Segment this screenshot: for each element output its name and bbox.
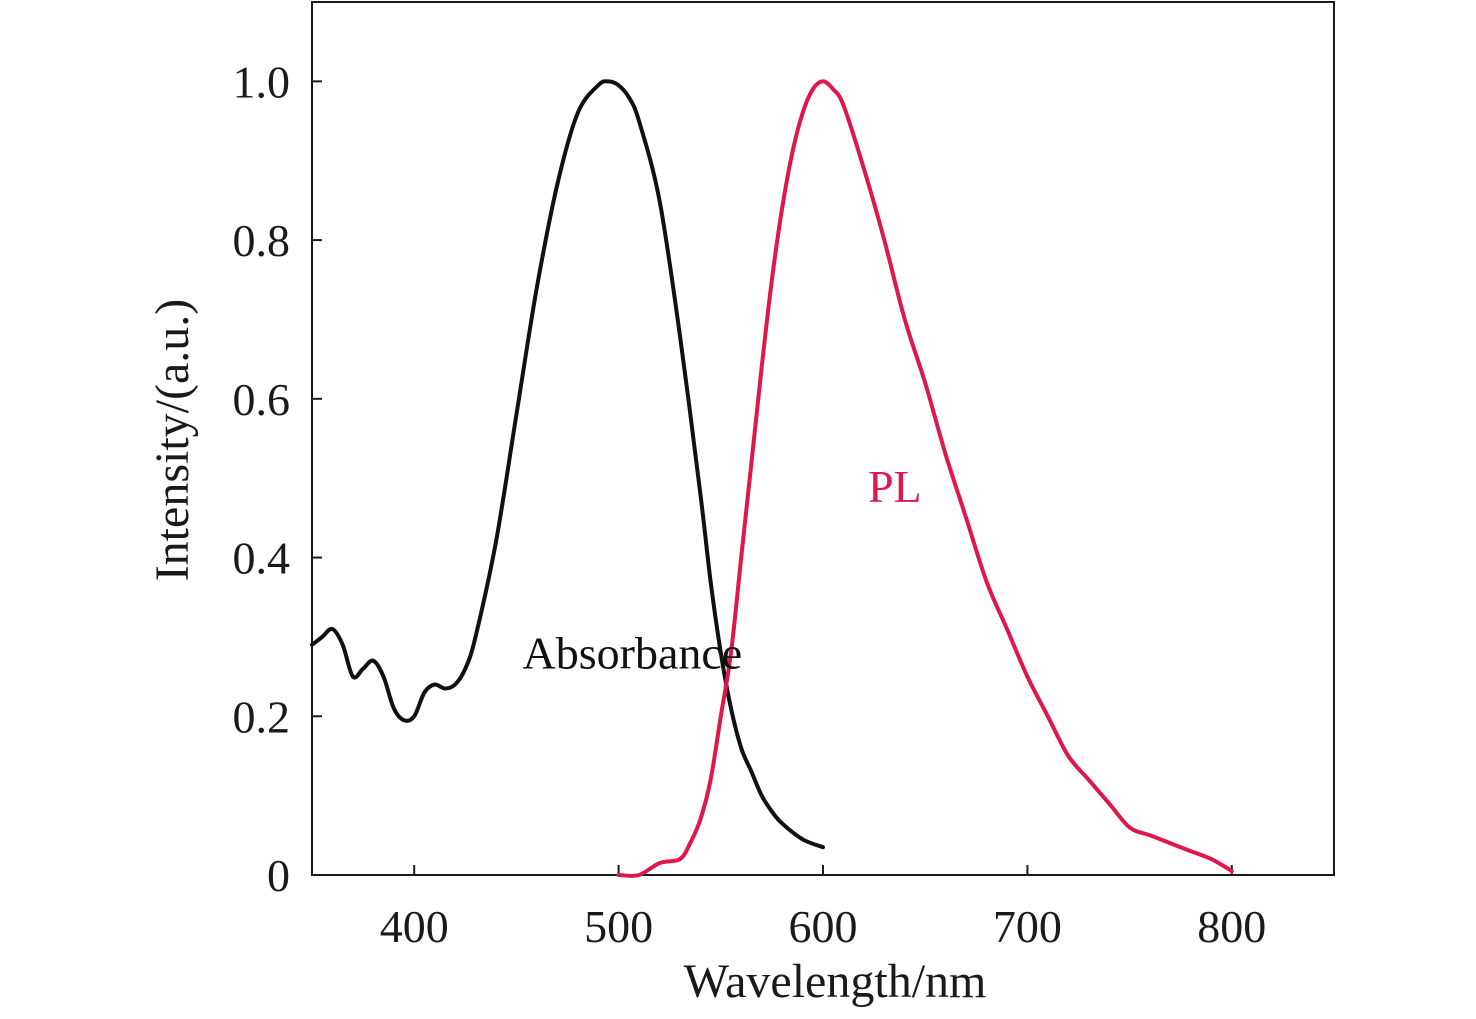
data-point-absorbance	[392, 706, 396, 711]
data-point-pl	[770, 278, 774, 282]
data-point-pl	[790, 151, 795, 155]
data-point-pl	[749, 460, 754, 465]
data-point-absorbance	[575, 111, 580, 115]
data-point-pl	[637, 873, 641, 877]
data-point-absorbance	[780, 821, 784, 826]
data-point-pl	[698, 817, 703, 822]
data-point-pl	[964, 516, 968, 520]
data-point-pl	[729, 651, 733, 655]
data-point-pl	[1086, 778, 1091, 782]
series-label-pl: PL	[868, 461, 922, 512]
x-tick-label: 500	[584, 901, 653, 952]
y-tick-label: 0	[267, 850, 290, 901]
data-point-absorbance	[800, 837, 805, 842]
y-tick-label: 0.4	[233, 533, 291, 584]
data-point-pl	[708, 778, 713, 782]
data-point-pl	[831, 87, 835, 92]
data-point-pl	[616, 873, 621, 877]
data-point-pl	[800, 111, 805, 115]
data-point-absorbance	[443, 686, 447, 691]
data-point-pl	[821, 79, 825, 84]
data-point-pl	[1209, 857, 1214, 861]
data-point-absorbance	[310, 643, 314, 647]
data-point-absorbance	[729, 706, 733, 711]
x-tick-label: 400	[380, 901, 449, 952]
data-point-pl	[719, 714, 723, 719]
data-point-absorbance	[678, 333, 682, 338]
x-tick-label: 700	[993, 901, 1062, 952]
data-point-pl	[1107, 801, 1111, 806]
data-point-absorbance	[432, 682, 437, 687]
series-label-absorbance: Absorbance	[523, 628, 743, 679]
data-point-pl	[1066, 754, 1071, 758]
series-line-absorbance	[310, 79, 825, 850]
data-point-absorbance	[759, 793, 764, 798]
data-point-absorbance	[555, 182, 560, 187]
data-point-pl	[657, 861, 662, 865]
data-point-pl	[984, 579, 989, 584]
data-point-absorbance	[514, 412, 519, 417]
data-point-pl	[1189, 849, 1193, 853]
data-point-absorbance	[381, 674, 386, 679]
data-point-pl	[882, 238, 887, 242]
y-tick-label: 1.0	[233, 56, 291, 107]
data-point-absorbance	[739, 746, 743, 750]
data-point-absorbance	[535, 285, 539, 290]
data-point-pl	[903, 317, 907, 322]
data-point-pl	[1005, 627, 1009, 631]
data-point-absorbance	[719, 651, 723, 655]
data-point-pl	[1148, 833, 1152, 838]
y-tick-label: 0.6	[233, 374, 291, 425]
data-point-pl	[1168, 841, 1173, 846]
data-point-absorbance	[453, 682, 457, 687]
data-point-absorbance	[371, 658, 376, 663]
data-point-absorbance	[596, 83, 600, 88]
y-tick-label: 0.2	[233, 691, 291, 742]
y-axis-title: Intensity/(a.u.)	[146, 299, 199, 582]
data-point-absorbance	[770, 809, 774, 814]
data-point-absorbance	[412, 714, 417, 719]
y-tick-label: 0.8	[233, 215, 291, 266]
data-point-pl	[1127, 825, 1132, 830]
data-point-absorbance	[637, 119, 641, 123]
data-point-absorbance	[402, 718, 406, 722]
data-point-pl	[759, 365, 764, 369]
data-point-pl	[862, 166, 866, 171]
data-point-absorbance	[320, 635, 325, 639]
x-axis-title: Wavelength/nm	[684, 955, 987, 1008]
data-point-absorbance	[361, 666, 365, 671]
data-point-pl	[688, 841, 692, 846]
data-point-absorbance	[708, 579, 713, 584]
x-tick-label: 600	[789, 901, 858, 952]
data-point-absorbance	[698, 492, 703, 496]
data-point-pl	[923, 381, 927, 385]
data-point-absorbance	[657, 198, 662, 203]
data-point-pl	[678, 857, 682, 861]
data-point-absorbance	[473, 635, 478, 639]
data-point-absorbance	[627, 95, 631, 99]
data-point-absorbance	[330, 627, 335, 631]
data-point-absorbance	[616, 83, 621, 88]
data-point-absorbance	[340, 643, 345, 647]
data-point-pl	[1230, 869, 1234, 873]
series-line-pl	[616, 79, 1234, 878]
data-point-pl	[811, 87, 815, 92]
data-point-absorbance	[821, 845, 825, 849]
data-point-pl	[1025, 674, 1030, 679]
data-point-pl	[841, 103, 846, 107]
x-tick-label: 800	[1197, 901, 1266, 952]
data-point-pl	[739, 555, 743, 560]
data-point-absorbance	[494, 539, 498, 544]
data-point-absorbance	[351, 674, 355, 679]
data-point-absorbance	[463, 666, 468, 671]
data-point-pl	[943, 452, 948, 457]
data-point-pl	[780, 206, 784, 211]
data-point-absorbance	[749, 770, 754, 774]
data-point-absorbance	[422, 690, 427, 695]
data-point-pl	[1046, 714, 1050, 719]
data-point-absorbance	[606, 79, 611, 84]
plot-frame	[311, 1, 1335, 876]
